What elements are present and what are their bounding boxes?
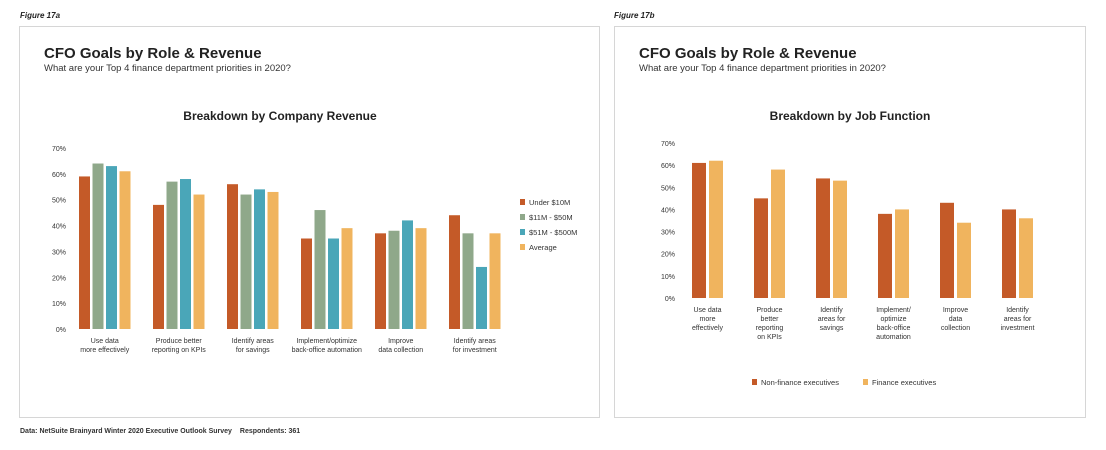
y-tick-label: 30%: [52, 249, 66, 256]
x-category-label: Identify areas for savings: [818, 307, 846, 332]
bar-4-3: [328, 238, 339, 329]
y-tick-label: 0%: [56, 327, 66, 334]
bar-4-2: [314, 210, 326, 329]
x-category-label: Identify areas for savings: [232, 338, 275, 354]
panel-a-chart-title: Breakdown by Company Revenue: [183, 109, 377, 123]
bar-1-2: [92, 163, 104, 329]
x-category-label: Improve data collection: [378, 338, 423, 354]
bar-2-1: [153, 204, 164, 329]
bar-5-3: [402, 220, 413, 329]
y-tick-label: 50%: [661, 185, 675, 192]
bar-3-2: [833, 180, 847, 298]
y-tick-label: 20%: [661, 252, 675, 259]
legend-swatch: [752, 379, 757, 385]
bar-5-1: [940, 202, 954, 298]
panel-a-subtitle: What are your Top 4 finance department p…: [44, 63, 291, 74]
bar-3-1: [816, 178, 830, 298]
bar-6-2: [1019, 218, 1033, 298]
footer-respondents: Respondents: 361: [239, 428, 301, 435]
panel-a-title: CFO Goals by Role & Revenue: [44, 45, 262, 62]
bar-3-3: [254, 189, 265, 329]
revenue-bar-chart: 0% 10% 20% 30% 40% 50% 60% 70% Use data more effe…: [52, 146, 577, 354]
legend-swatch: [520, 199, 525, 205]
bar-2-4: [193, 194, 205, 329]
y-tick-label: 60%: [52, 172, 66, 179]
panel-b-title: CFO Goals by Role & Revenue: [639, 45, 857, 62]
panel-b-subtitle: What are your Top 4 finance department p…: [639, 63, 886, 74]
bar-6-1: [1002, 209, 1016, 298]
y-tick-label: 20%: [52, 275, 66, 282]
legend-label: $51M - $500M: [529, 228, 577, 237]
y-tick-label: 30%: [661, 230, 675, 237]
bar-1-1: [692, 162, 706, 298]
y-tick-label: 40%: [52, 224, 66, 231]
bar-3-4: [267, 191, 279, 329]
footer-source: Data: NetSuite Brainyard Winter 2020 Exe…: [20, 428, 232, 435]
bar-1-1: [79, 176, 90, 329]
bar-6-1: [449, 215, 460, 329]
y-tick-label: 60%: [661, 163, 675, 170]
x-category-label: Use data more effectively: [692, 307, 723, 332]
bar-4-1: [878, 213, 892, 298]
bar-6-4: [489, 233, 501, 329]
bar-1-3: [106, 166, 117, 329]
bar-5-2: [388, 230, 400, 329]
footer: Data: NetSuite Brainyard Winter 2020 Exe…: [20, 428, 306, 435]
legend-label: Under $10M: [529, 198, 570, 207]
y-tick-label: 10%: [52, 301, 66, 308]
legend-swatch: [863, 379, 868, 385]
x-category-label: Produce better reporting on KPIs: [152, 338, 207, 354]
y-tick-label: 0%: [665, 296, 675, 303]
panel-job-function: CFO Goals by Role & Revenue What are you…: [614, 26, 1086, 418]
job-function-bar-chart: 0% 10% 20% 30% 40% 50% 60% 70% Use data more effec…: [661, 141, 1035, 387]
bar-4-4: [341, 228, 353, 329]
x-category-label: Implement/optimize back-office automation: [292, 338, 362, 354]
x-category-label: Identify areas for investment: [1001, 307, 1035, 332]
x-category-label: Improve data collection: [941, 307, 970, 332]
bar-4-1: [301, 238, 312, 329]
legend-label: $11M - $50M: [529, 213, 573, 222]
legend-swatch: [520, 244, 525, 250]
legend-label: Average: [529, 243, 557, 252]
bar-2-2: [771, 169, 785, 298]
figure-17a-label: Figure 17a: [20, 11, 61, 20]
y-tick-label: 10%: [661, 274, 675, 281]
bar-2-2: [166, 181, 178, 329]
legend-swatch: [520, 229, 525, 235]
bar-5-1: [375, 233, 386, 329]
bar-2-3: [180, 179, 191, 329]
panel-revenue: CFO Goals by Role & Revenue What are you…: [19, 26, 600, 418]
legend-swatch: [520, 214, 525, 220]
y-tick-label: 40%: [661, 207, 675, 214]
bar-5-2: [957, 222, 971, 298]
bar-3-2: [240, 194, 252, 329]
x-category-label: Identify areas for investment: [453, 338, 497, 354]
x-category-label: Produce better reporting on KPIs: [756, 307, 784, 341]
panel-b-chart-title: Breakdown by Job Function: [769, 109, 931, 123]
bar-5-4: [415, 228, 427, 329]
y-tick-label: 50%: [52, 198, 66, 205]
bar-6-3: [476, 266, 487, 329]
legend-label: Finance executives: [872, 378, 936, 387]
y-tick-label: 70%: [52, 146, 66, 153]
y-tick-label: 70%: [661, 141, 675, 148]
bar-6-2: [462, 233, 474, 329]
legend-label: Non-finance executives: [761, 378, 839, 387]
x-category-label: Implement/optimize back-office automation: [876, 307, 911, 341]
x-category-label: Use data more effectively: [80, 338, 129, 354]
bar-3-1: [227, 184, 238, 329]
bar-2-1: [754, 198, 768, 298]
bar-4-2: [895, 209, 909, 298]
figure-17b-label: Figure 17b: [614, 11, 655, 20]
bar-1-2: [709, 160, 723, 298]
bar-1-4: [119, 171, 131, 329]
